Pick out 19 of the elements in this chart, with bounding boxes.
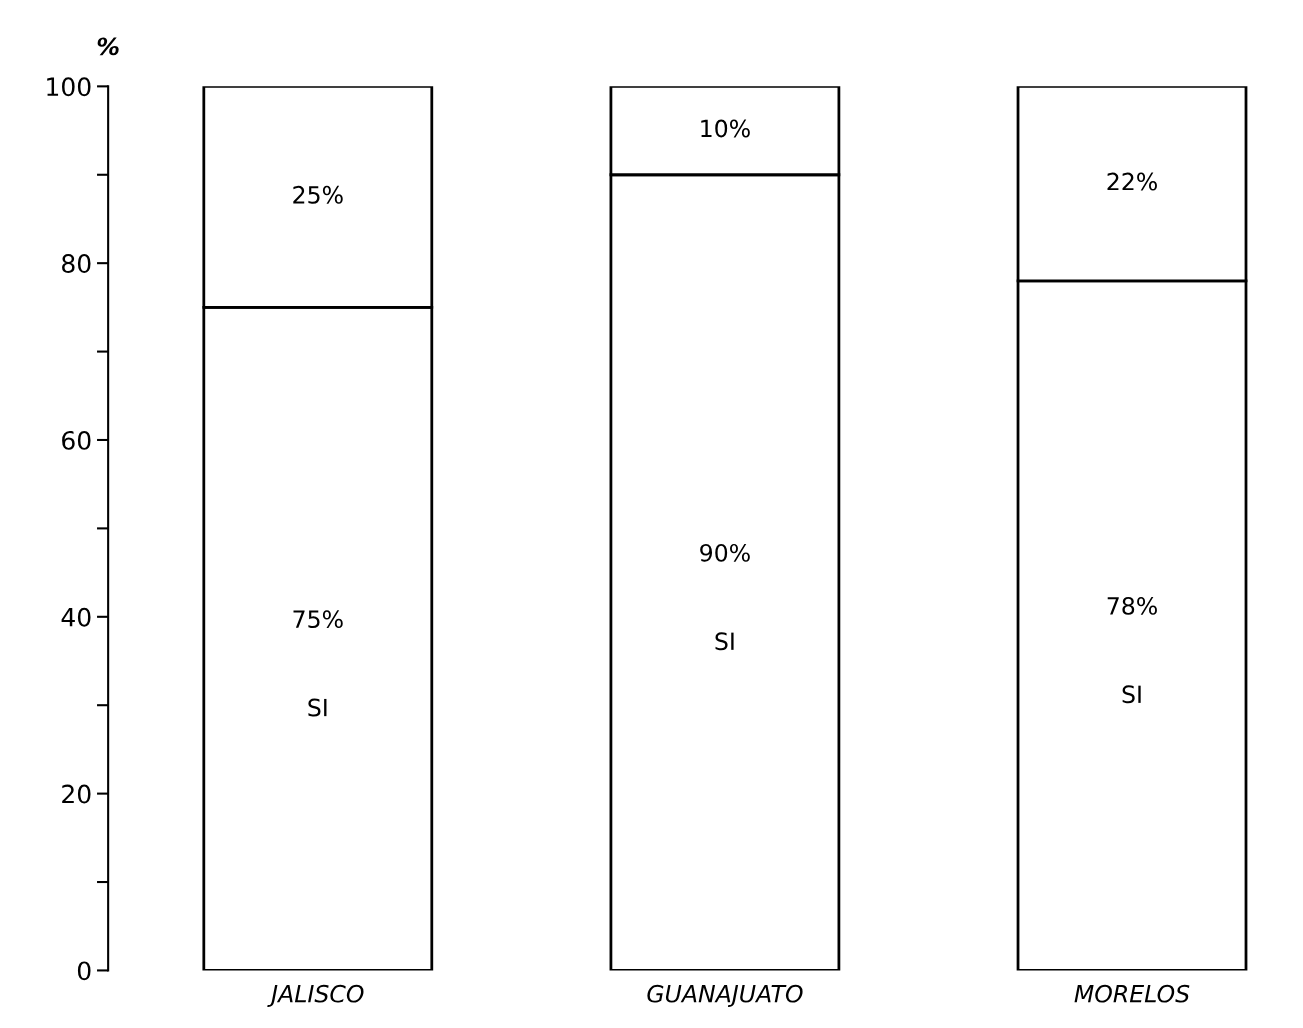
series-label: SI <box>1122 685 1141 704</box>
x-tick-label: JALISCO <box>267 984 364 1007</box>
text: SI <box>308 698 327 717</box>
x-tick-label: GUANAJUATO <box>647 984 803 1007</box>
y-tick-label: 100 <box>47 77 91 97</box>
y-tick-label: 60 <box>62 430 91 450</box>
y-tick-label: 40 <box>61 607 91 627</box>
y-axis-title: % <box>97 37 119 56</box>
data-label: 78% <box>1107 596 1157 615</box>
y-tick-label: 80 <box>62 254 91 274</box>
text: SI <box>715 632 734 651</box>
data-label: 22% <box>1107 172 1157 191</box>
data-label: 10% <box>701 119 750 138</box>
y-tick-label: 0 <box>77 961 91 981</box>
data-label: 90% <box>700 543 750 562</box>
data-label: 25% <box>293 185 343 204</box>
x-tick-label: MORELOS <box>1074 984 1190 1003</box>
y-tick-label: 20 <box>62 784 91 804</box>
data-label: 75% <box>293 610 343 629</box>
